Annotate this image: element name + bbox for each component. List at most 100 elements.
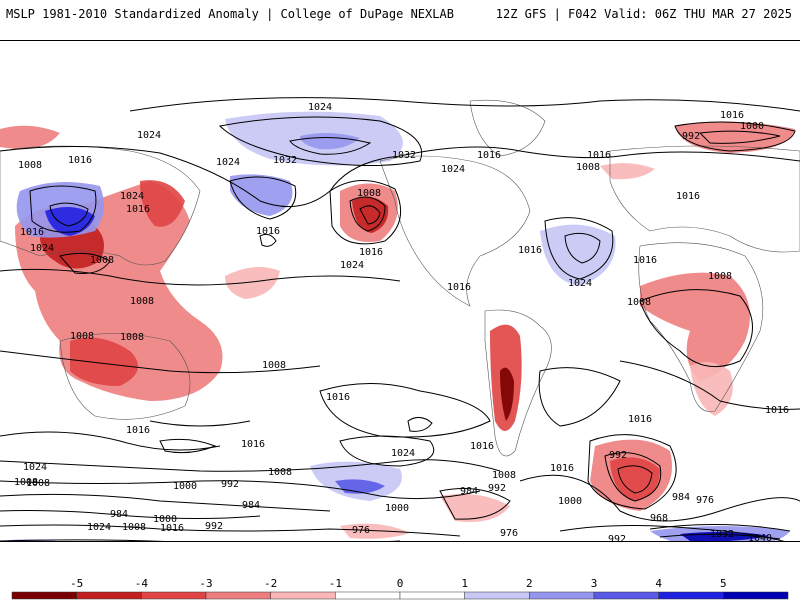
isobar-line xyxy=(339,435,435,467)
negative-anomaly-area xyxy=(0,125,60,150)
colorbar-tick-label: 4 xyxy=(655,577,662,590)
isobar-labels: 1024 1016 1000 992 1008 1016 1024 1032 1… xyxy=(14,102,789,541)
isobar-label: 1024 xyxy=(441,164,465,175)
isobar-label: 1032 xyxy=(710,529,734,540)
isobar-label: 984 xyxy=(672,492,690,503)
isobar-label: 1000 xyxy=(558,496,582,507)
isobar-label: 1024 xyxy=(23,462,47,473)
isobar-line xyxy=(649,523,791,532)
isobar-label: 1024 xyxy=(120,191,144,202)
isobar-label: 1008 xyxy=(268,467,292,478)
colorbar-swatch xyxy=(399,591,465,600)
map-title: MSLP 1981-2010 Standardized Anomaly | Co… xyxy=(6,7,454,21)
negative-anomaly-area xyxy=(440,493,510,522)
isobar-line xyxy=(674,121,796,152)
isobar-line xyxy=(439,488,511,520)
isobar-line xyxy=(0,268,401,286)
isobar-label: 1016 xyxy=(477,150,501,161)
isobar-line xyxy=(159,438,217,454)
isobar-label: 1000 xyxy=(153,514,177,525)
isobar-line xyxy=(0,539,400,541)
isobar-label: 1016 xyxy=(447,282,471,293)
isobar-label: 1016 xyxy=(550,463,574,474)
colorbar-tick-label: -4 xyxy=(135,577,149,590)
negative-anomaly-area xyxy=(140,180,185,227)
negative-anomaly-area xyxy=(340,523,410,539)
isobar-label: 968 xyxy=(650,513,668,524)
isobar-label: 1024 xyxy=(137,130,161,141)
isobar-label: 1016 xyxy=(359,247,383,258)
negative-anomaly-area xyxy=(675,121,795,153)
positive-anomaly-area xyxy=(300,132,360,150)
colorbar-swatch xyxy=(205,591,271,600)
coastlines xyxy=(0,99,800,457)
isobar-label: 1016 xyxy=(518,245,542,256)
colorbar-swatch xyxy=(464,591,530,600)
negative-anomaly-area xyxy=(500,367,514,421)
isobar-line xyxy=(0,510,261,519)
isobar-label: 1024 xyxy=(308,102,332,113)
isobar-line xyxy=(0,145,800,208)
isobar-label: 1008 xyxy=(708,271,732,282)
negative-anomaly-area xyxy=(225,267,280,299)
isobar-line xyxy=(617,465,653,494)
isobar-line xyxy=(639,289,753,368)
isobar-line xyxy=(359,205,381,225)
isobar-label: 1008 xyxy=(26,478,50,489)
isobar-line xyxy=(129,97,800,112)
isobar-label: 1008 xyxy=(70,331,94,342)
isobar-line xyxy=(0,350,321,374)
isobar-line xyxy=(564,232,601,264)
colorbar-tick-label: -5 xyxy=(70,577,83,590)
isobar-label: 992 xyxy=(205,521,223,532)
isobar-label: 1024 xyxy=(87,522,111,533)
isobar-label: 1008 xyxy=(14,477,38,488)
colorbar-swatch xyxy=(76,591,142,600)
negative-anomaly-area xyxy=(70,337,138,386)
colorbar-swatch xyxy=(593,591,659,600)
isobar-line xyxy=(59,252,111,274)
isobar-label: 1008 xyxy=(90,255,114,266)
isobar-line xyxy=(659,533,781,540)
isobar-line xyxy=(319,383,491,438)
north-america-outline xyxy=(379,155,531,307)
colorbar-tick-label: -1 xyxy=(329,577,342,590)
isobar-label: 1000 xyxy=(385,503,409,514)
isobar-label: 1016 xyxy=(68,155,92,166)
isobar-label: 984 xyxy=(110,509,128,520)
australia-outline xyxy=(59,333,191,420)
isobar-line xyxy=(538,367,621,427)
colorbar-tick-label: 1 xyxy=(461,577,468,590)
colorbar-tick-label: 0 xyxy=(397,577,404,590)
isobar-label: 1016 xyxy=(126,425,150,436)
colorbar-swatch xyxy=(335,591,401,600)
isobar-label: 1016 xyxy=(628,414,652,425)
isobar-label: 1032 xyxy=(273,155,297,166)
isobar-label: 1008 xyxy=(627,297,651,308)
colorbar-swatch xyxy=(529,591,595,600)
isobar-line xyxy=(329,180,402,245)
negative-anomaly-area xyxy=(600,163,655,180)
isobar-label: 1040 xyxy=(748,533,772,541)
isobar-label: 1000 xyxy=(740,121,764,132)
eurasia-outline xyxy=(609,145,800,253)
isobar-line xyxy=(698,130,781,144)
isobar-label: 1016 xyxy=(720,110,744,121)
isobar-label: 992 xyxy=(682,131,700,142)
isobar-label: 1032 xyxy=(392,150,416,161)
colorbar-swatch xyxy=(658,591,724,600)
isobar-label: 1024 xyxy=(340,260,364,271)
isobar-label: 1008 xyxy=(357,188,381,199)
negative-anomaly-area xyxy=(610,457,660,501)
isobar-label: 1008 xyxy=(262,360,286,371)
isobar-label: 1016 xyxy=(470,441,494,452)
isobar-label: 1008 xyxy=(576,162,600,173)
isobar-label: 1016 xyxy=(256,226,280,237)
isobar-label: 984 xyxy=(242,500,260,511)
isobar-label: 1024 xyxy=(216,157,240,168)
isobar-line xyxy=(0,459,501,472)
isobar-label: 976 xyxy=(696,495,714,506)
isobar-line xyxy=(229,176,297,220)
isobar-line xyxy=(0,524,461,537)
colorbar-tick-label: 3 xyxy=(591,577,598,590)
